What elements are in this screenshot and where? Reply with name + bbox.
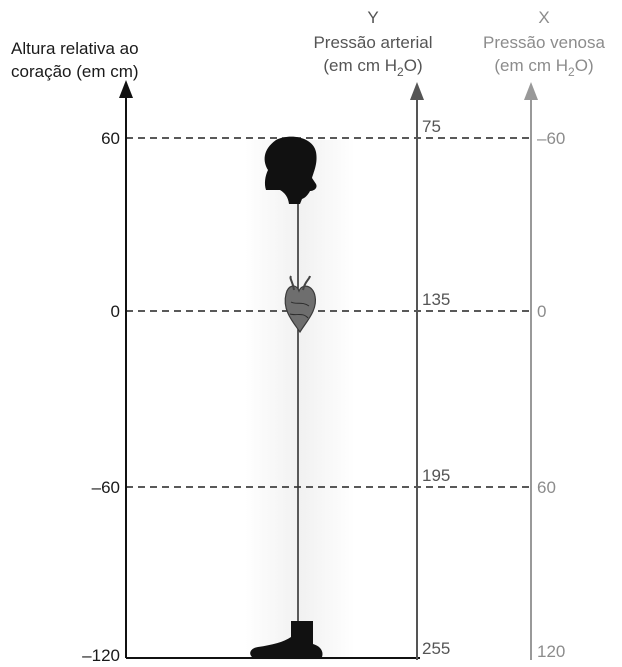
- y-axis-letter: Y: [367, 8, 378, 27]
- x-axis-title: Pressão venosa: [483, 33, 605, 52]
- left-axis: [119, 80, 420, 659]
- left-tick-minus60: –60: [92, 478, 120, 497]
- x-unit-post: O): [575, 56, 594, 75]
- body-shading: [245, 140, 355, 660]
- x-value-0: 0: [537, 302, 546, 321]
- x-axis: [524, 82, 538, 660]
- x-value-60: 60: [537, 478, 556, 497]
- left-tick-0: 0: [111, 302, 120, 321]
- heart-icon: [284, 275, 317, 334]
- y-unit-post: O): [404, 56, 423, 75]
- left-axis-title-line1: Altura relativa ao: [11, 39, 139, 58]
- y-axis-arrow-icon: [410, 82, 424, 100]
- x-value-minus60: –60: [537, 129, 565, 148]
- head-silhouette-icon: [264, 136, 317, 204]
- x-unit-sub: 2: [568, 65, 575, 79]
- left-tick-60: 60: [101, 129, 120, 148]
- y-value-255: 255: [422, 639, 450, 658]
- x-unit-pre: (em cm H: [494, 56, 568, 75]
- x-axis-letter: X: [538, 8, 549, 27]
- reference-lines: [126, 137, 532, 488]
- y-value-135: 135: [422, 290, 450, 309]
- x-axis-arrow-icon: [524, 82, 538, 100]
- y-unit-pre: (em cm H: [323, 56, 397, 75]
- left-axis-arrow-icon: [119, 80, 133, 98]
- x-axis-unit: (em cm H2O): [494, 56, 593, 79]
- y-unit-sub: 2: [397, 65, 404, 79]
- foot-silhouette-icon: [250, 621, 323, 657]
- y-value-75: 75: [422, 117, 441, 136]
- y-value-195: 195: [422, 466, 450, 485]
- y-axis-title: Pressão arterial: [313, 33, 432, 52]
- left-axis-title-line2: coração (em cm): [11, 62, 139, 81]
- y-axis-unit: (em cm H2O): [323, 56, 422, 79]
- x-value-120: 120: [537, 642, 565, 661]
- left-tick-minus120: –120: [82, 646, 120, 662]
- y-axis: [410, 82, 424, 660]
